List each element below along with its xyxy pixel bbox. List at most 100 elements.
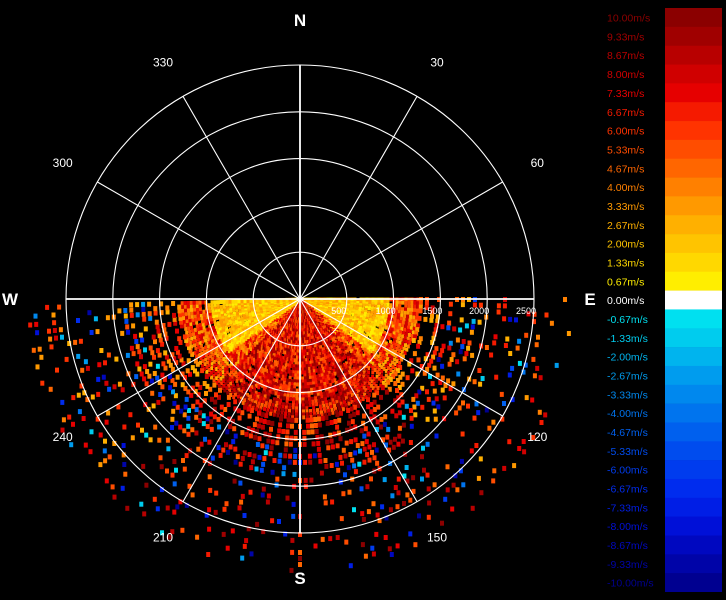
velocity-cell: [235, 349, 239, 354]
velocity-cell: [238, 361, 242, 366]
velocity-cell: [51, 312, 56, 318]
velocity-cell: [282, 383, 285, 388]
velocity-cell: [199, 336, 203, 341]
velocity-cell: [252, 350, 256, 354]
velocity-cell: [399, 316, 403, 321]
velocity-cell: [195, 534, 200, 540]
velocity-cell: [219, 317, 223, 322]
velocity-cell: [302, 412, 306, 417]
velocity-cell: [314, 347, 318, 351]
velocity-cell: [296, 361, 300, 366]
velocity-cell: [364, 372, 368, 377]
velocity-cell: [393, 338, 396, 343]
velocity-cell: [312, 408, 316, 413]
velocity-cell: [321, 354, 324, 359]
velocity-cell: [338, 436, 343, 442]
legend-label: -2.00m/s: [607, 352, 648, 364]
velocity-cell: [291, 367, 295, 372]
velocity-cell: [217, 338, 221, 343]
velocity-cell: [336, 402, 340, 407]
velocity-cell: [178, 340, 183, 345]
velocity-cell: [335, 535, 340, 540]
velocity-cell: [222, 304, 226, 309]
velocity-cell: [296, 370, 300, 375]
velocity-cell: [183, 375, 187, 381]
azimuth-tick-label: 60: [531, 156, 545, 170]
velocity-cell: [372, 326, 375, 331]
velocity-cell: [289, 354, 293, 359]
velocity-cell: [309, 363, 312, 368]
velocity-cell: [361, 516, 366, 522]
velocity-cell: [373, 338, 376, 343]
velocity-cell: [297, 346, 300, 351]
velocity-cell: [199, 441, 204, 447]
velocity-cell: [312, 405, 316, 410]
velocity-cell: [317, 371, 321, 376]
velocity-cell: [289, 391, 293, 396]
velocity-cell: [230, 390, 234, 395]
velocity-cell: [226, 379, 230, 384]
velocity-cell: [281, 471, 286, 477]
velocity-cell: [291, 501, 296, 507]
velocity-cell: [277, 361, 281, 366]
velocity-cell: [257, 392, 261, 396]
velocity-cell: [207, 368, 211, 372]
velocity-cell: [285, 429, 290, 435]
velocity-cell: [223, 321, 227, 326]
velocity-cell: [392, 353, 396, 357]
velocity-cell: [250, 359, 254, 364]
velocity-cell: [333, 419, 338, 424]
velocity-cell: [222, 302, 226, 307]
velocity-cell: [384, 368, 388, 373]
velocity-cell: [347, 420, 351, 426]
velocity-cell: [377, 376, 381, 381]
velocity-cell: [177, 308, 182, 314]
legend-label: 4.00m/s: [607, 182, 644, 194]
velocity-cell: [330, 385, 334, 390]
velocity-cell: [398, 374, 403, 380]
velocity-cell: [522, 449, 527, 455]
velocity-cell: [413, 308, 416, 313]
velocity-cell: [344, 539, 349, 545]
velocity-cell: [289, 388, 293, 393]
velocity-cell: [217, 310, 221, 315]
velocity-cell: [238, 480, 243, 486]
velocity-cell: [308, 403, 312, 407]
velocity-cell: [427, 362, 432, 368]
velocity-cell: [348, 387, 352, 392]
velocity-cell: [383, 302, 387, 307]
velocity-cell: [330, 356, 334, 361]
velocity-cell: [241, 400, 245, 405]
velocity-cell: [288, 375, 292, 380]
velocity-cell: [95, 329, 100, 335]
velocity-cell: [428, 373, 432, 379]
velocity-cell: [144, 381, 149, 387]
velocity-cell: [155, 324, 160, 330]
velocity-cell: [48, 386, 53, 392]
velocity-cell: [325, 355, 329, 360]
velocity-cell: [374, 299, 378, 304]
velocity-cell: [356, 351, 360, 356]
velocity-cell: [215, 333, 218, 338]
velocity-cell: [380, 318, 384, 323]
velocity-cell: [332, 391, 336, 396]
velocity-cell: [178, 315, 183, 321]
velocity-cell: [366, 357, 370, 362]
velocity-cell: [268, 380, 272, 385]
velocity-cell: [395, 359, 399, 364]
velocity-cell: [244, 359, 248, 363]
velocity-cell: [303, 477, 308, 483]
velocity-cell: [350, 400, 354, 404]
velocity-cell: [315, 323, 319, 328]
velocity-cell: [374, 383, 378, 388]
velocity-cell: [353, 450, 358, 456]
velocity-cell: [328, 402, 332, 407]
velocity-cell: [424, 301, 429, 306]
velocity-cell: [415, 371, 420, 377]
velocity-cell: [240, 359, 244, 364]
velocity-cell: [186, 431, 191, 437]
velocity-cell: [288, 333, 292, 337]
velocity-cell: [344, 350, 348, 354]
velocity-cell: [190, 328, 194, 333]
velocity-cell: [170, 366, 175, 372]
